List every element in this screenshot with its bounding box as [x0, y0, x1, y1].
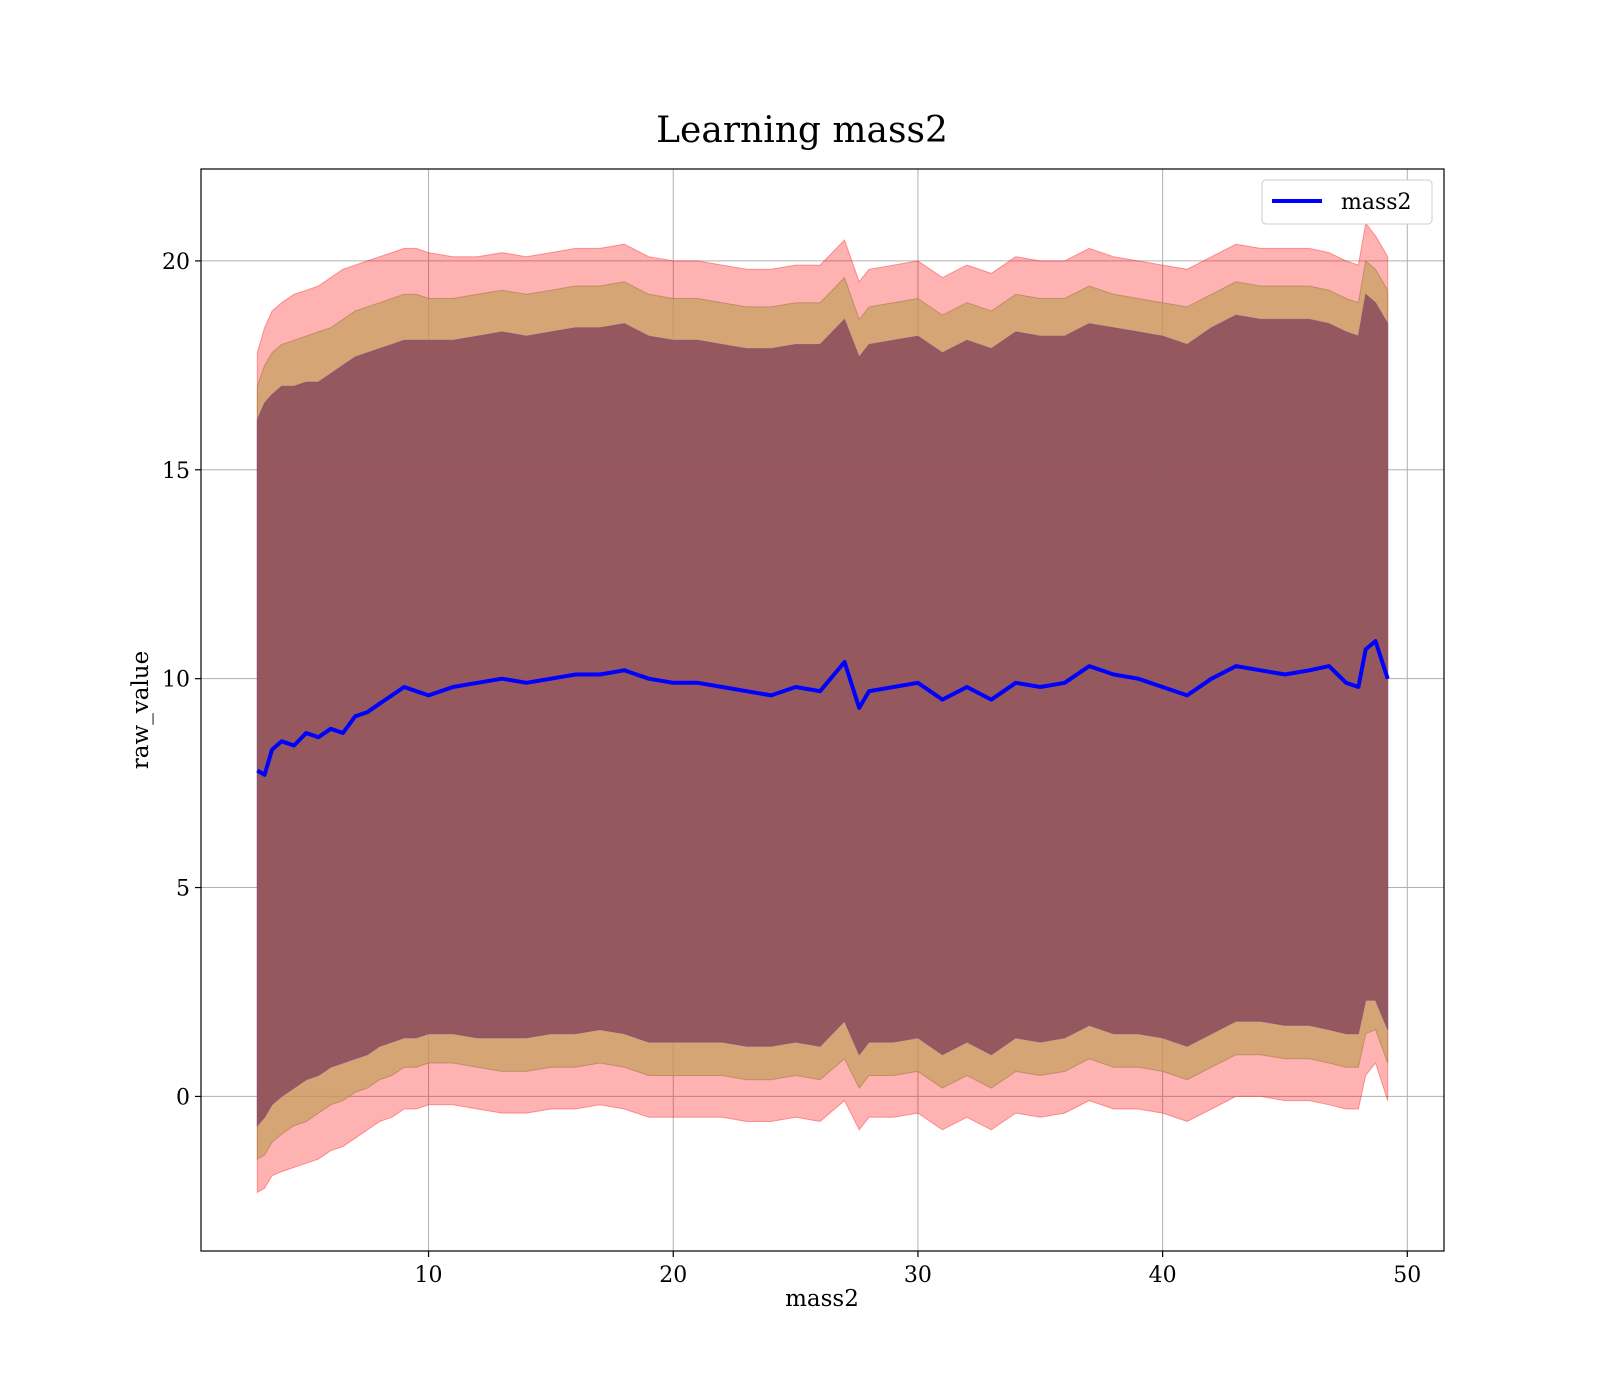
x-axis-label: mass2	[785, 1286, 859, 1312]
x-tick-label: 30	[904, 1263, 932, 1288]
y-axis-label: raw_value	[128, 651, 154, 769]
y-tick-label: 10	[162, 668, 190, 693]
y-tick-label: 5	[176, 877, 190, 902]
x-axis-ticks: 10 20 30 40 50	[415, 1251, 1421, 1288]
plot-frame	[200, 168, 1445, 1252]
y-tick-label: 0	[176, 1085, 190, 1110]
series-line-mass2	[256, 639, 1390, 777]
band-inner	[256, 293, 1389, 1128]
legend-label-mass2: mass2	[1341, 190, 1412, 215]
y-tick-label: 15	[162, 459, 190, 484]
y-tick-label: 20	[162, 250, 190, 275]
x-tick-label: 10	[415, 1263, 443, 1288]
y-axis-ticks: 0 5 10 15 20	[162, 250, 201, 1110]
x-tick-label: 40	[1149, 1263, 1177, 1288]
x-tick-label: 50	[1393, 1263, 1421, 1288]
x-tick-label: 20	[659, 1263, 687, 1288]
chart-title: Learning mass2	[656, 110, 948, 151]
legend-box	[1261, 179, 1433, 225]
confidence-bands	[256, 222, 1389, 1194]
plot-area	[201, 169, 1444, 1251]
series-lines	[256, 639, 1390, 777]
legend: mass2	[1261, 179, 1433, 225]
